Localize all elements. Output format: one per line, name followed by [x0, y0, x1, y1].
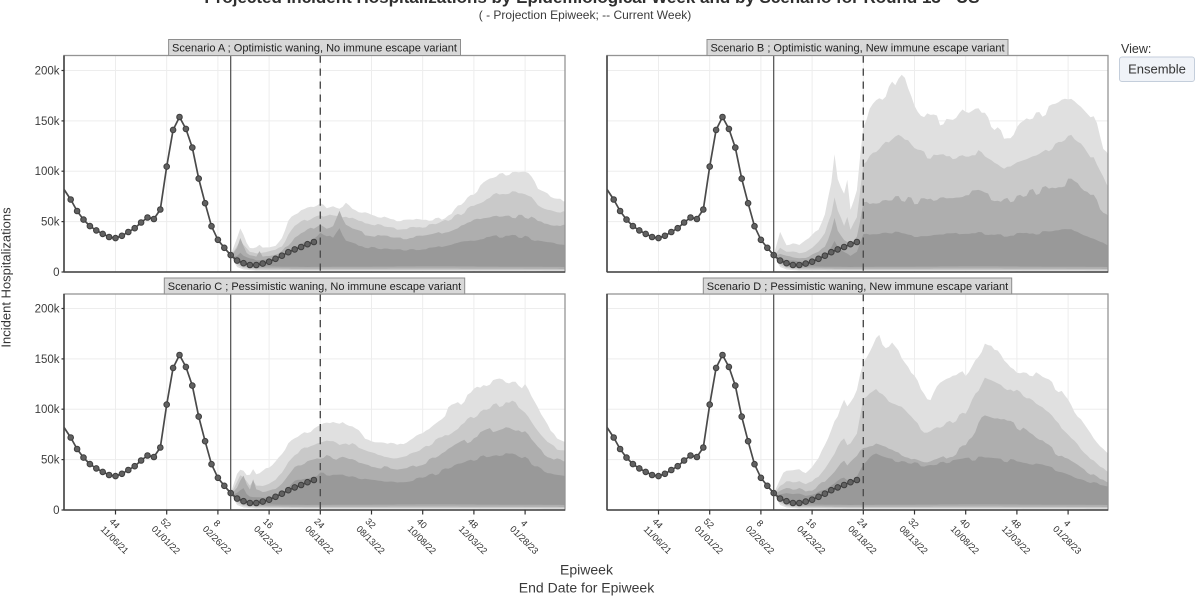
svg-text:8: 8 [755, 518, 766, 529]
svg-text:100k: 100k [35, 166, 60, 178]
svg-text:Epiweek: Epiweek [560, 562, 614, 578]
svg-text:200k: 200k [35, 304, 60, 316]
svg-text:50k: 50k [41, 455, 60, 467]
svg-text:4: 4 [1062, 518, 1073, 529]
svg-text:8: 8 [212, 518, 223, 529]
svg-text:Scenario A ; Optimistic waning: Scenario A ; Optimistic waning, No immun… [172, 42, 457, 54]
svg-text:Ensemble: Ensemble [1128, 62, 1186, 77]
svg-text:End Date for Epiweek: End Date for Epiweek [519, 580, 655, 596]
svg-text:Scenario B ; Optimistic waning: Scenario B ; Optimistic waning, New immu… [710, 42, 1004, 54]
svg-text:View:: View: [1121, 42, 1151, 56]
svg-text:150k: 150k [35, 354, 60, 366]
svg-text:200k: 200k [35, 66, 60, 78]
svg-text:150k: 150k [35, 116, 60, 128]
svg-text:Scenario C ; Pessimistic wanin: Scenario C ; Pessimistic waning, No immu… [168, 281, 461, 293]
svg-text:0: 0 [53, 505, 59, 517]
svg-text:4: 4 [519, 518, 530, 529]
svg-text:Incident Hospitalizations: Incident Hospitalizations [0, 207, 14, 348]
svg-text:( - Projection Epiweek; -- Cur: ( - Projection Epiweek; -- Current Week) [479, 8, 692, 22]
svg-text:Projected Incident Hospitaliza: Projected Incident Hospitalizations by E… [204, 0, 979, 7]
svg-text:100k: 100k [35, 404, 60, 416]
svg-text:Scenario D ; Pessimistic wanin: Scenario D ; Pessimistic waning, New imm… [707, 281, 1008, 293]
svg-text:0: 0 [53, 267, 59, 279]
svg-text:50k: 50k [41, 217, 60, 229]
